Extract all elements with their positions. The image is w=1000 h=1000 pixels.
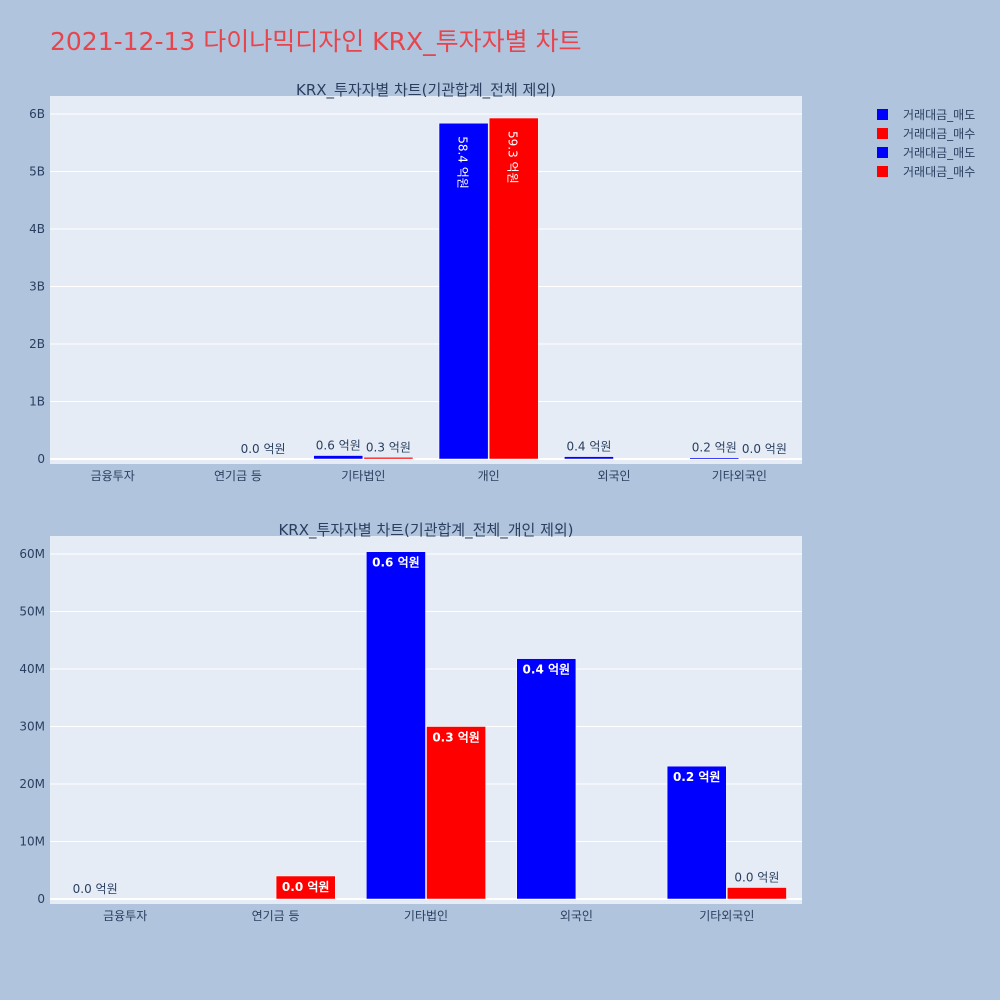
x-tick-label: 개인 <box>478 469 500 483</box>
x-tick-label: 금융투자 <box>91 469 135 483</box>
bar <box>275 875 336 900</box>
legend-swatch[interactable] <box>877 147 888 158</box>
chart-panel-2: 0 10M 20M 30M 40M 50M 60M 금융투자 연기금 등 기타법인 외국인 기타외국인… <box>19 521 802 923</box>
bar <box>363 457 414 460</box>
data-label: 0.4 억원 <box>523 663 571 677</box>
bar <box>666 765 727 900</box>
legend-item-label[interactable]: 거래대금_매수 <box>903 127 975 141</box>
y-tick-label: 20M <box>19 777 45 791</box>
y-tick-label: 0 <box>37 452 45 466</box>
data-label: 0.0 억원 <box>282 880 330 894</box>
data-label: 0.3 억원 <box>432 731 480 745</box>
data-label: 0.6 억원 <box>372 556 420 570</box>
legend-swatch[interactable] <box>877 128 888 139</box>
data-label: 0.2 억원 <box>692 441 737 455</box>
chart-title: KRX_투자자별 차트(기관합계_전체_개인 제외) <box>278 521 573 540</box>
data-label: 0.0 억원 <box>73 882 118 896</box>
x-tick-label: 기타법인 <box>404 909 448 923</box>
bar <box>366 551 426 900</box>
y-tick-label: 2B <box>29 337 45 351</box>
data-label: 0.3 억원 <box>366 440 411 454</box>
x-tick-label: 연기금 등 <box>252 909 300 923</box>
y-tick-label: 0 <box>37 892 45 906</box>
y-tick-label: 3B <box>29 280 45 294</box>
bar <box>426 726 486 900</box>
legend-swatch[interactable] <box>877 166 888 177</box>
bar <box>313 455 364 460</box>
y-tick-label: 50M <box>19 605 45 619</box>
x-tick-label: 기타법인 <box>341 469 385 483</box>
y-tick-label: 40M <box>19 662 45 676</box>
plot-area <box>50 96 802 464</box>
chart-panel-1: 0 1B 2B 3B 4B 5B 6B 금융투자 연기금 등 기타법인 개인 외국인 기타외국인 0.6 … <box>29 81 802 483</box>
bar <box>689 457 740 460</box>
y-tick-label: 30M <box>19 720 45 734</box>
data-label: 0.6 억원 <box>316 439 361 453</box>
y-tick-label: 1B <box>29 395 45 409</box>
y-tick-label: 6B <box>29 107 45 121</box>
bar <box>438 122 489 460</box>
x-tick-label: 금융투자 <box>103 909 147 923</box>
legend-swatch[interactable] <box>877 109 888 120</box>
legend-item-label[interactable]: 거래대금_매수 <box>903 165 975 179</box>
legend-item-label[interactable]: 거래대금_매도 <box>903 108 975 122</box>
data-label: 58.4 억원 <box>456 136 470 189</box>
x-tick-label: 기타외국인 <box>699 909 754 923</box>
x-tick-label: 연기금 등 <box>214 469 262 483</box>
data-label: 0.0 억원 <box>742 442 787 456</box>
x-tick-label: 외국인 <box>597 469 630 483</box>
data-label: 0.0 억원 <box>241 442 286 456</box>
x-tick-label: 기타외국인 <box>712 469 767 483</box>
bar <box>564 456 614 460</box>
data-label: 0.2 억원 <box>673 770 721 784</box>
y-tick-label: 60M <box>19 547 45 561</box>
bar <box>727 887 787 900</box>
bar <box>488 117 539 460</box>
data-label: 59.3 억원 <box>506 131 520 184</box>
x-tick-label: 외국인 <box>560 909 593 923</box>
main-title: 2021-12-13 다이나믹디자인 KRX_투자자별 차트 <box>50 27 582 56</box>
data-label: 0.4 억원 <box>566 440 611 454</box>
bar <box>516 658 577 900</box>
y-tick-label: 10M <box>19 835 45 849</box>
y-tick-label: 4B <box>29 222 45 236</box>
y-tick-label: 5B <box>29 165 45 179</box>
chart-title: KRX_투자자별 차트(기관합계_전체 제외) <box>296 81 556 100</box>
legend-item-label[interactable]: 거래대금_매도 <box>903 146 975 160</box>
data-label: 0.0 억원 <box>734 871 779 885</box>
